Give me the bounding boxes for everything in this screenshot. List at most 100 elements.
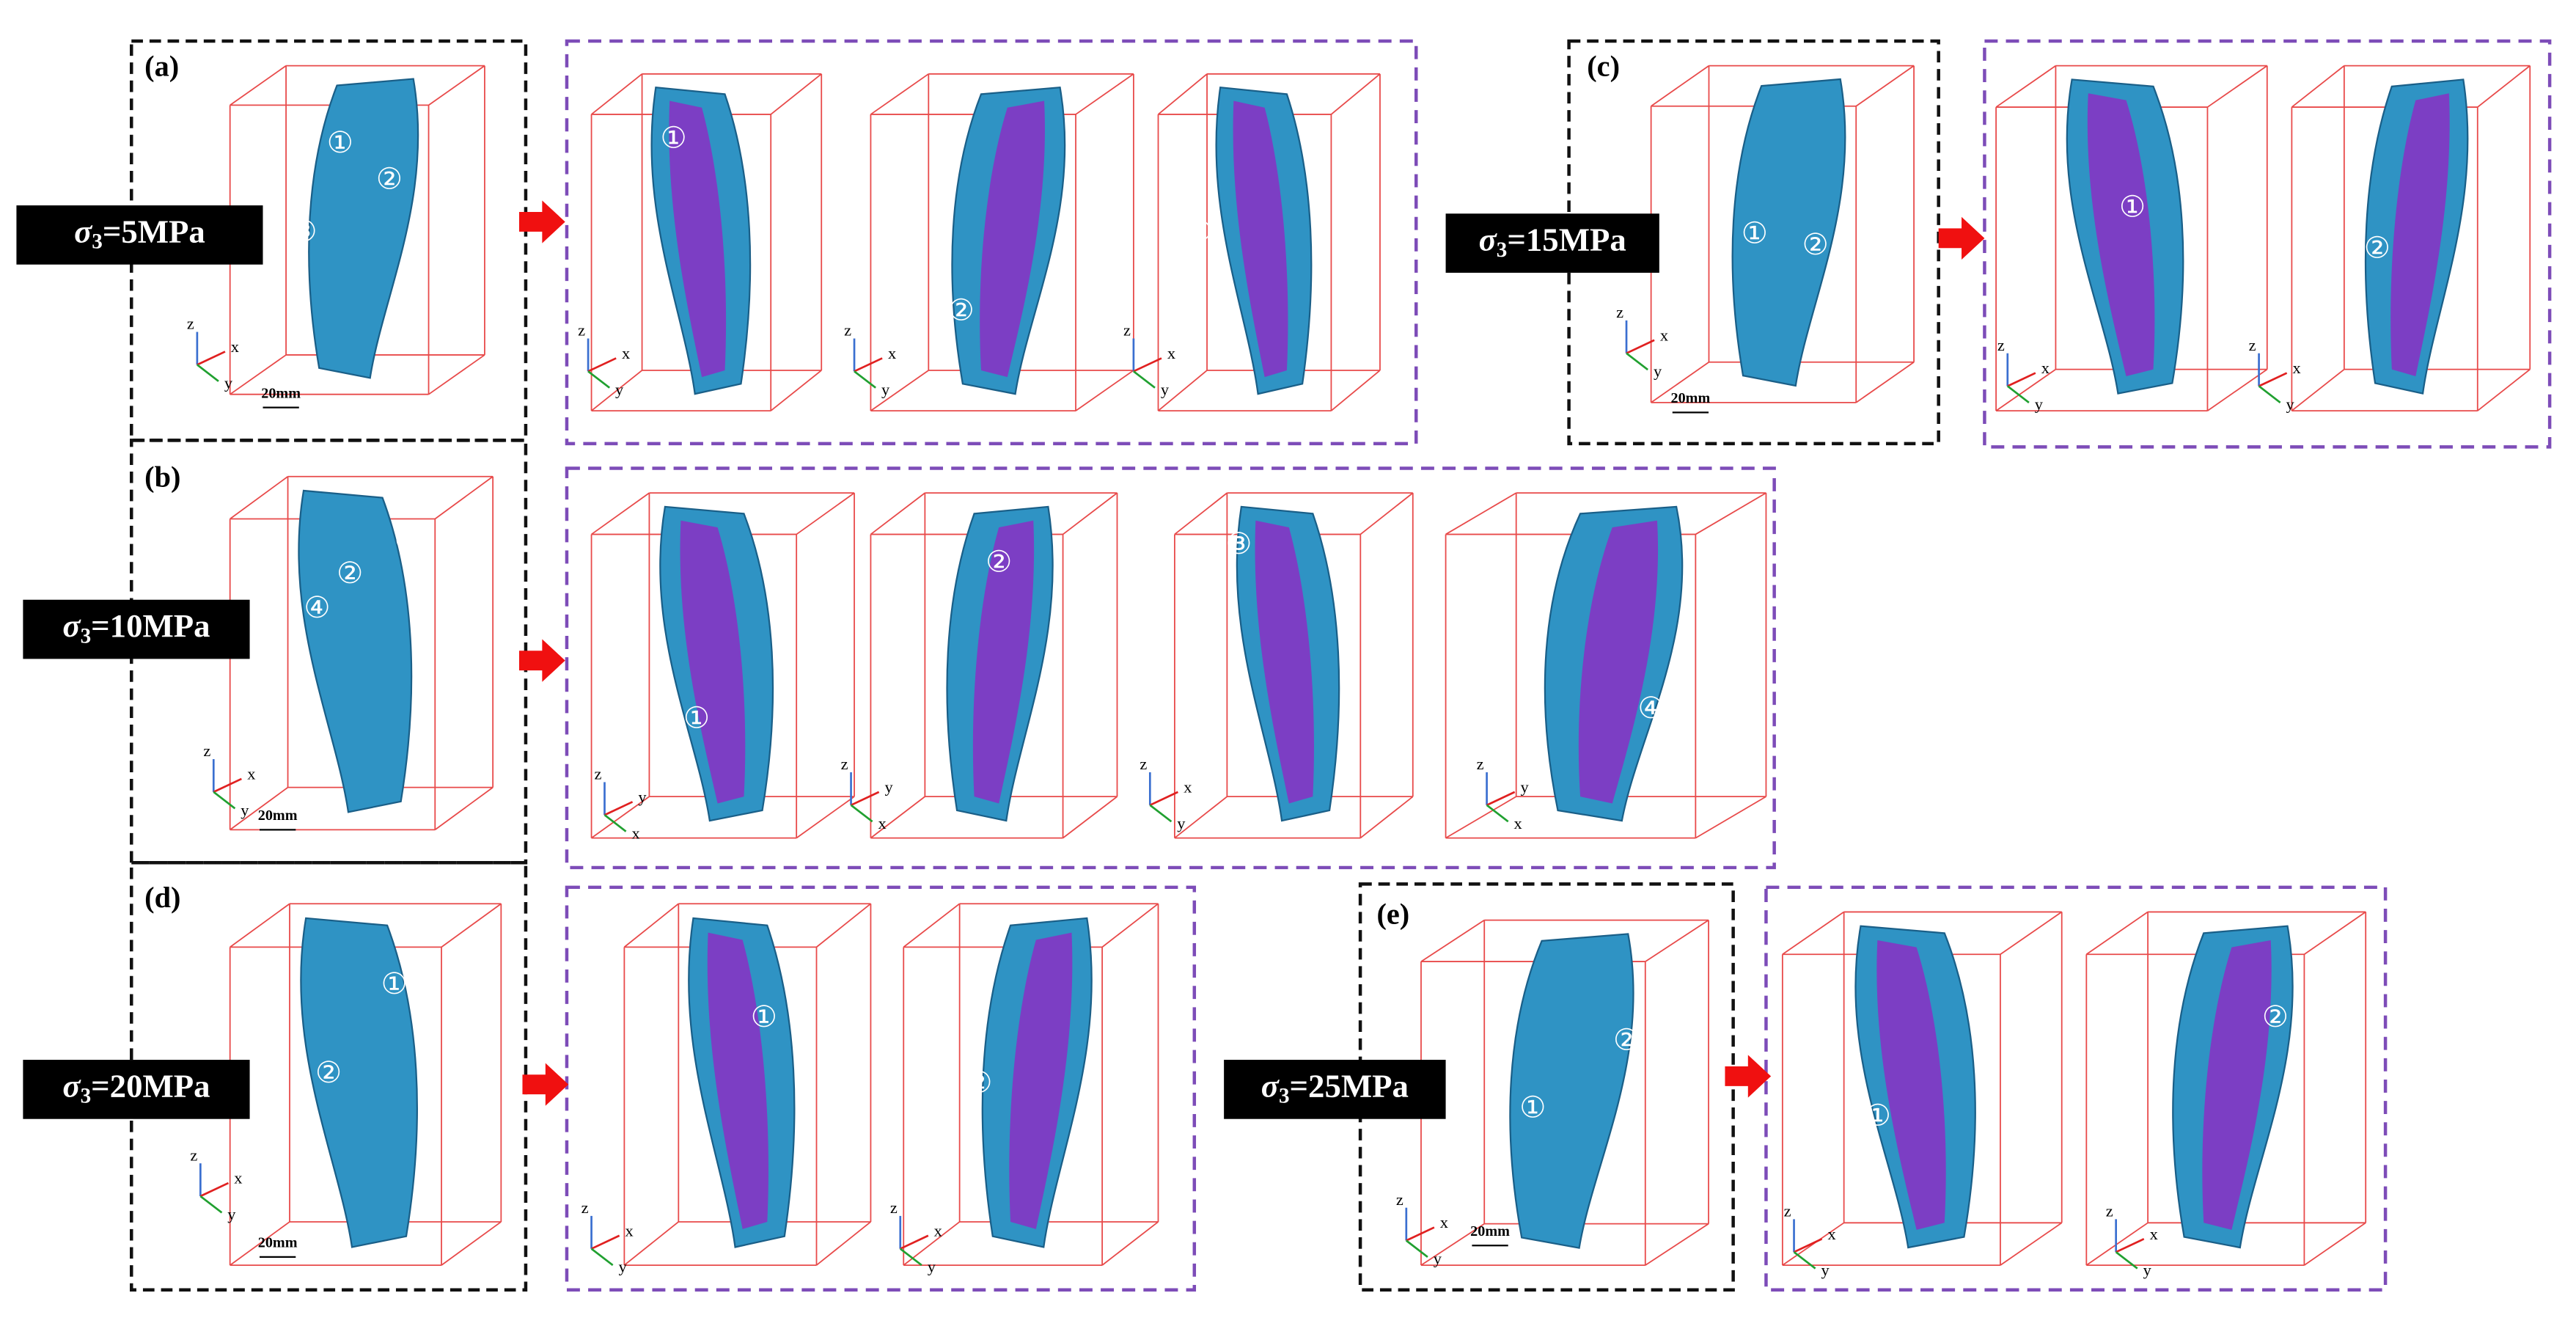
highlighted-fracture [972,520,1035,804]
axis-label: z [595,765,602,783]
wireframe-edge [1645,1223,1709,1266]
panel-label: (d) [144,881,180,914]
wireframe-edge [1359,492,1414,535]
views-frame [565,885,1197,1292]
fracture-marker: ① [1519,1090,1546,1124]
axis-label: x [2041,359,2050,377]
axis-label: x [1514,814,1522,832]
wireframe-edge [434,786,493,831]
fracture-marker: ① [661,120,687,155]
axis-y [2115,1251,2138,1270]
scale-label: 20mm [1470,1223,1510,1239]
axis-label: x [934,1221,942,1239]
fracture-surface [308,78,419,379]
highlighted-fracture [1876,939,1946,1230]
fracture-marker: ④ [1638,691,1665,725]
wireframe-edge [1157,73,1208,115]
stress-value: =5MPa [103,213,205,250]
wireframe-edge [770,370,822,411]
wireframe-edge [1855,65,1915,107]
stress-symbol: σ [1479,221,1498,258]
axis-label: z [187,315,194,333]
fracture-marker: ② [966,1066,992,1100]
axis-label: x [1827,1225,1835,1243]
wireframe-edge [441,903,502,948]
axis-label: z [1123,321,1131,340]
axis-label: z [190,1146,197,1164]
axis-y [199,1195,223,1214]
stress-symbol: σ [62,1068,81,1105]
axis-label: z [1477,755,1484,773]
wireframe-edge [2291,368,2345,411]
panel-label: (c) [1587,49,1620,82]
wireframe-edge [870,73,929,115]
transition-arrow [1725,1055,1772,1098]
wireframe-edge [815,1221,871,1266]
fracture-marker: ② [376,161,403,196]
stress-label-bg [23,1060,250,1119]
fracture-marker: ③ [1186,214,1212,249]
views-frame [565,466,1776,870]
axis-label: x [878,814,887,832]
wireframe-edge [1101,903,1159,948]
fracture-surface [300,917,418,1248]
stress-value: =20MPa [91,1068,210,1105]
axis-label: x [1184,778,1192,796]
fracture-marker: ② [948,293,975,328]
axis-y [1486,804,1509,823]
axis-label: y [227,1205,236,1223]
wireframe-edge [2291,65,2345,108]
stress-label-bg [1224,1060,1446,1119]
axis-x [1793,1238,1823,1253]
highlighted-fracture [680,520,746,804]
axis-label: x [1167,344,1175,362]
wireframe-edge [428,65,485,106]
axis-label: x [2150,1225,2158,1243]
axis-y [2006,385,2030,403]
axis-y [603,814,627,832]
wireframe-edge [796,796,855,839]
wireframe-edge [2000,911,2063,955]
axis-y [850,804,873,823]
wireframe-edge [870,370,929,411]
wireframe-edge [1063,796,1118,839]
highlighted-fracture [2390,93,2450,377]
axis-label: x [1440,1213,1448,1231]
fracture-marker: ② [2364,231,2390,265]
axis-x [197,351,226,366]
wireframe-edge [2000,1222,2063,1266]
axis-y [1405,1239,1428,1258]
axis-label: z [581,1198,589,1217]
wireframe-edge [441,1221,502,1266]
wireframe-edge [1101,1221,1159,1266]
fracture-marker: ② [1613,1022,1640,1057]
stress-label: σ3=15MPa [1479,221,1626,262]
axis-y [1149,804,1173,823]
fracture-marker: ③ [1225,527,1252,561]
axis-x [213,777,242,794]
panel-frame [1358,882,1735,1292]
stress-value: =25MPa [1290,1068,1409,1105]
panel-label: (e) [1376,897,1409,930]
wireframe-edge [1995,65,2056,108]
fracture-marker: ③ [395,523,421,557]
axis-label: y [1654,362,1662,381]
scale-label: 20mm [261,385,301,401]
wireframe-edge [434,475,493,520]
fracture-marker: ② [337,556,363,590]
fracture-marker: ③ [290,214,317,249]
axis-y [1133,370,1156,389]
axis-label: x [2293,359,2301,377]
wireframe-edge [796,492,855,535]
fracture-marker: ① [2119,190,2146,224]
axis-label: y [2143,1261,2152,1279]
axis-x [854,357,883,373]
fracture-marker: ② [1802,227,1829,262]
wireframe-edge [591,796,650,839]
wireframe-edge [815,903,871,948]
axis-label: y [224,373,233,392]
wireframe-edge [1330,370,1381,411]
stress-label: σ3=25MPa [1261,1068,1409,1108]
wireframe-edge [2303,1222,2366,1266]
axis-label: z [1616,303,1623,321]
